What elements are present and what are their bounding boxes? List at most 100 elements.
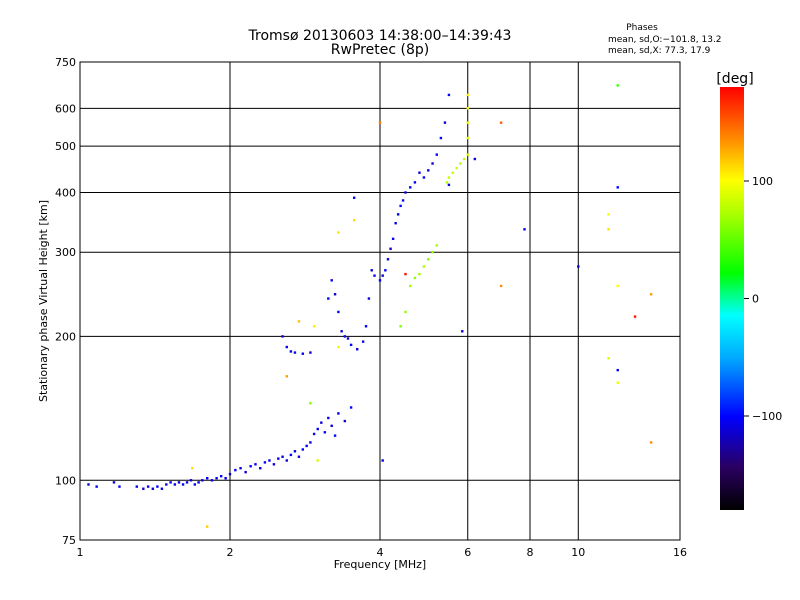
data-point <box>418 171 421 174</box>
data-point <box>616 368 619 372</box>
data-points <box>87 84 653 528</box>
data-point <box>312 325 316 328</box>
data-point <box>289 350 293 353</box>
chart-title: Tromsø 20130603 14:38:00–14:39:43 <box>248 28 512 44</box>
data-point <box>281 335 284 338</box>
data-point <box>427 258 430 261</box>
data-point <box>112 481 116 484</box>
data-point <box>427 169 430 172</box>
x-tick-label: 2 <box>227 546 234 559</box>
colorbar-ticks: 100 0 −100 <box>744 175 782 423</box>
data-point <box>352 196 356 199</box>
data-point <box>169 481 172 484</box>
data-point <box>607 357 610 360</box>
data-point <box>443 121 447 124</box>
data-point <box>381 274 384 277</box>
data-point <box>386 258 390 261</box>
data-point <box>151 487 155 490</box>
y-tick-label: 750 <box>55 56 76 69</box>
data-point <box>181 483 185 486</box>
data-point <box>399 325 402 328</box>
data-point <box>401 199 405 202</box>
phase-stats-heading: Phases <box>626 23 658 33</box>
data-point <box>285 375 288 378</box>
plot-frame <box>79 61 681 541</box>
data-point <box>649 293 653 296</box>
colorbar <box>720 87 744 510</box>
colorbar-tick-label: 100 <box>752 175 773 188</box>
data-point <box>461 330 464 333</box>
data-point <box>193 483 197 486</box>
data-point <box>389 247 392 250</box>
colorbar-label: [deg] <box>716 71 753 87</box>
data-point <box>343 335 347 338</box>
data-point <box>616 84 619 87</box>
data-point <box>234 468 237 472</box>
data-point <box>466 153 469 156</box>
data-point <box>337 231 340 234</box>
data-point <box>435 244 438 247</box>
data-point <box>431 251 434 254</box>
chart-subtitle: RwPretec (8p) <box>331 42 429 58</box>
data-point <box>165 483 168 486</box>
x-tick-label: 1 <box>77 546 84 559</box>
data-point <box>239 466 242 470</box>
data-point <box>447 93 451 97</box>
data-point <box>616 186 619 189</box>
y-tick-label: 300 <box>55 246 76 259</box>
data-point <box>309 441 312 444</box>
y-tick-label: 400 <box>55 186 76 199</box>
data-point <box>249 465 252 468</box>
data-point <box>185 481 189 484</box>
y-tick-label: 200 <box>55 330 76 343</box>
x-tick-label: 8 <box>527 546 534 559</box>
data-point <box>224 477 227 480</box>
grid-lines <box>80 62 680 540</box>
data-point <box>391 237 395 241</box>
data-point <box>445 181 449 184</box>
data-point <box>197 481 200 484</box>
data-point <box>455 166 458 170</box>
data-point <box>409 284 412 288</box>
data-point <box>160 487 164 490</box>
data-point <box>413 181 417 184</box>
colorbar-tick-label: −100 <box>752 410 782 423</box>
data-point <box>293 450 297 453</box>
data-point <box>263 461 267 464</box>
data-point <box>340 330 343 333</box>
data-point <box>301 352 305 355</box>
data-point <box>173 483 177 486</box>
data-point <box>95 485 98 488</box>
data-point <box>399 204 402 208</box>
data-point <box>370 269 373 272</box>
y-axis-label: Stationary phase Virtual Height [km] <box>37 200 50 402</box>
phase-stats-o: mean, sd,O:−101.8, 13.2 <box>608 35 722 45</box>
data-point <box>281 455 284 458</box>
data-point <box>349 343 353 347</box>
data-point <box>404 310 407 314</box>
data-point <box>413 276 417 280</box>
data-point <box>316 427 319 431</box>
data-point <box>330 279 333 282</box>
data-point <box>499 284 503 288</box>
data-point <box>327 297 330 300</box>
data-point <box>361 340 365 343</box>
x-tick-label: 16 <box>673 546 687 559</box>
data-point <box>616 284 619 288</box>
data-point <box>189 479 193 482</box>
data-point <box>118 485 121 488</box>
data-point <box>459 162 462 165</box>
data-point <box>301 448 305 451</box>
data-point <box>309 401 312 405</box>
data-point <box>289 453 293 457</box>
data-point <box>254 463 257 466</box>
data-point <box>285 345 288 349</box>
data-point <box>244 470 247 474</box>
data-point <box>616 381 619 384</box>
data-point <box>422 265 426 268</box>
data-point <box>205 525 209 528</box>
y-tick-label: 100 <box>55 474 76 487</box>
x-tick-label: 10 <box>571 546 585 559</box>
data-point <box>378 279 382 282</box>
data-point <box>346 337 350 340</box>
